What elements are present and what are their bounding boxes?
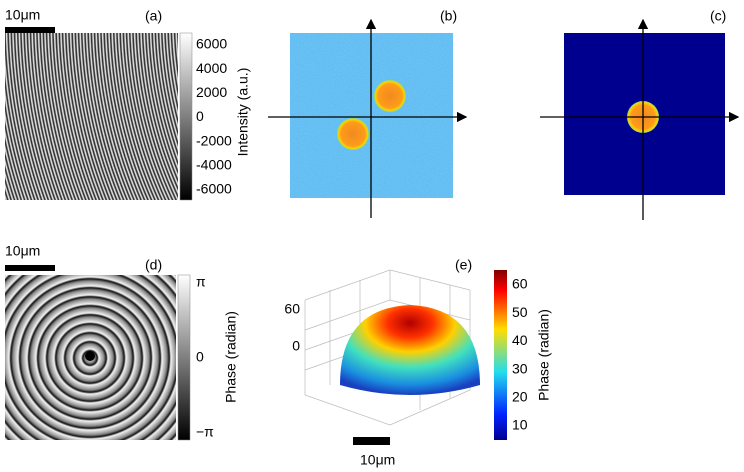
panel-label: (d) (145, 257, 162, 273)
tick-label: 0 (196, 108, 204, 124)
scale-bar-label: 10μm (360, 452, 395, 468)
tick-label: 30 (512, 360, 528, 376)
tick-label: 0 (196, 349, 204, 365)
scale-bar (5, 265, 55, 271)
tick-label: 6000 (196, 36, 227, 52)
tick-label: -6000 (196, 181, 232, 197)
tick-label: 2000 (196, 84, 227, 100)
tick-label: 20 (512, 389, 528, 405)
tick-label: 4000 (196, 60, 227, 76)
phase-center (85, 351, 95, 361)
colorbar-label: Phase (radian) (536, 309, 552, 401)
scale-bar-label: 10μm (5, 7, 40, 23)
tick-label: 60 (512, 276, 528, 292)
tick-label: -2000 (196, 132, 232, 148)
tick-label: −π (196, 424, 214, 440)
tick-label: 50 (512, 304, 528, 320)
panel-label: (a) (145, 8, 162, 24)
hologram-image (5, 33, 178, 200)
colorbar (179, 32, 193, 201)
colorbar-label: Phase (radian) (223, 311, 239, 403)
tick-label: π (196, 274, 206, 290)
colorbar-ticks: π 0 −π (196, 274, 214, 440)
colorbar-ticks: 60 50 40 30 20 10 (512, 276, 528, 433)
phase-surface (340, 305, 480, 395)
scale-bar (353, 437, 390, 445)
spectrum-peak (337, 118, 369, 150)
surface-ticks: 60 0 (284, 301, 300, 354)
spectrum-peak (374, 80, 406, 112)
tick-label: 10 (512, 417, 528, 433)
tick-label: 60 (284, 301, 300, 317)
scale-bar-label: 10μm (5, 243, 40, 259)
colorbar-label: Intensity (a.u.) (235, 68, 251, 157)
panel-label: (b) (440, 8, 457, 24)
colorbar (177, 274, 191, 441)
panel-label: (c) (710, 8, 726, 24)
colorbar-ticks: 6000 4000 2000 0 -2000 -4000 -6000 (196, 36, 232, 197)
tick-label: -4000 (196, 157, 232, 173)
colorbar (494, 270, 507, 440)
scale-bar (5, 27, 55, 33)
tick-label: 0 (292, 338, 300, 354)
panel-label: (e) (455, 257, 472, 273)
tick-label: 40 (512, 332, 528, 348)
